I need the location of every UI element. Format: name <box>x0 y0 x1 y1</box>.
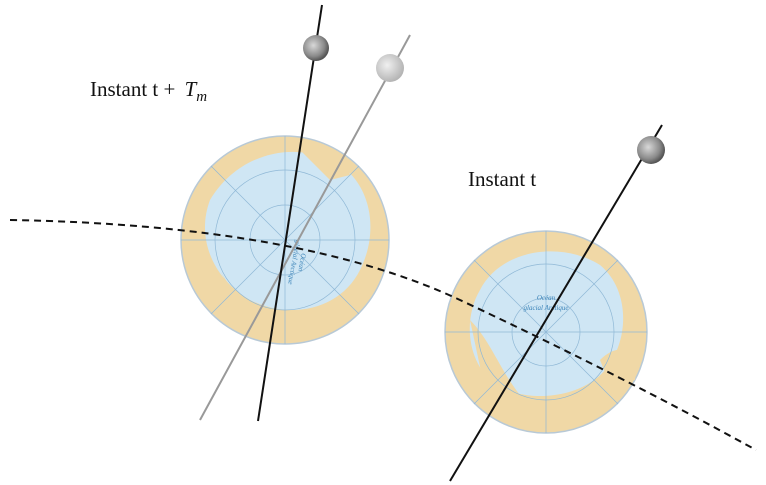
globe-right: Océan glacial Arctique <box>444 230 648 434</box>
label-text: Instant t + <box>90 77 175 101</box>
orbit-path <box>9 219 757 451</box>
label-symbol: T <box>185 77 198 101</box>
map-label: Océan <box>537 294 556 302</box>
map-label: Océan <box>296 253 307 273</box>
moon-axis-left <box>257 4 323 422</box>
moon <box>303 35 329 61</box>
moon <box>637 136 665 164</box>
moon-faded <box>376 54 404 82</box>
label-subscript: m <box>196 89 207 105</box>
label-instant-t: Instant t <box>468 167 536 191</box>
moon-axis-right <box>449 124 663 482</box>
moon-axis-earlier <box>199 34 411 421</box>
label-instant-t-tm: Instant t + Tm <box>90 77 207 105</box>
map-label: glacial Arctique <box>524 304 569 312</box>
